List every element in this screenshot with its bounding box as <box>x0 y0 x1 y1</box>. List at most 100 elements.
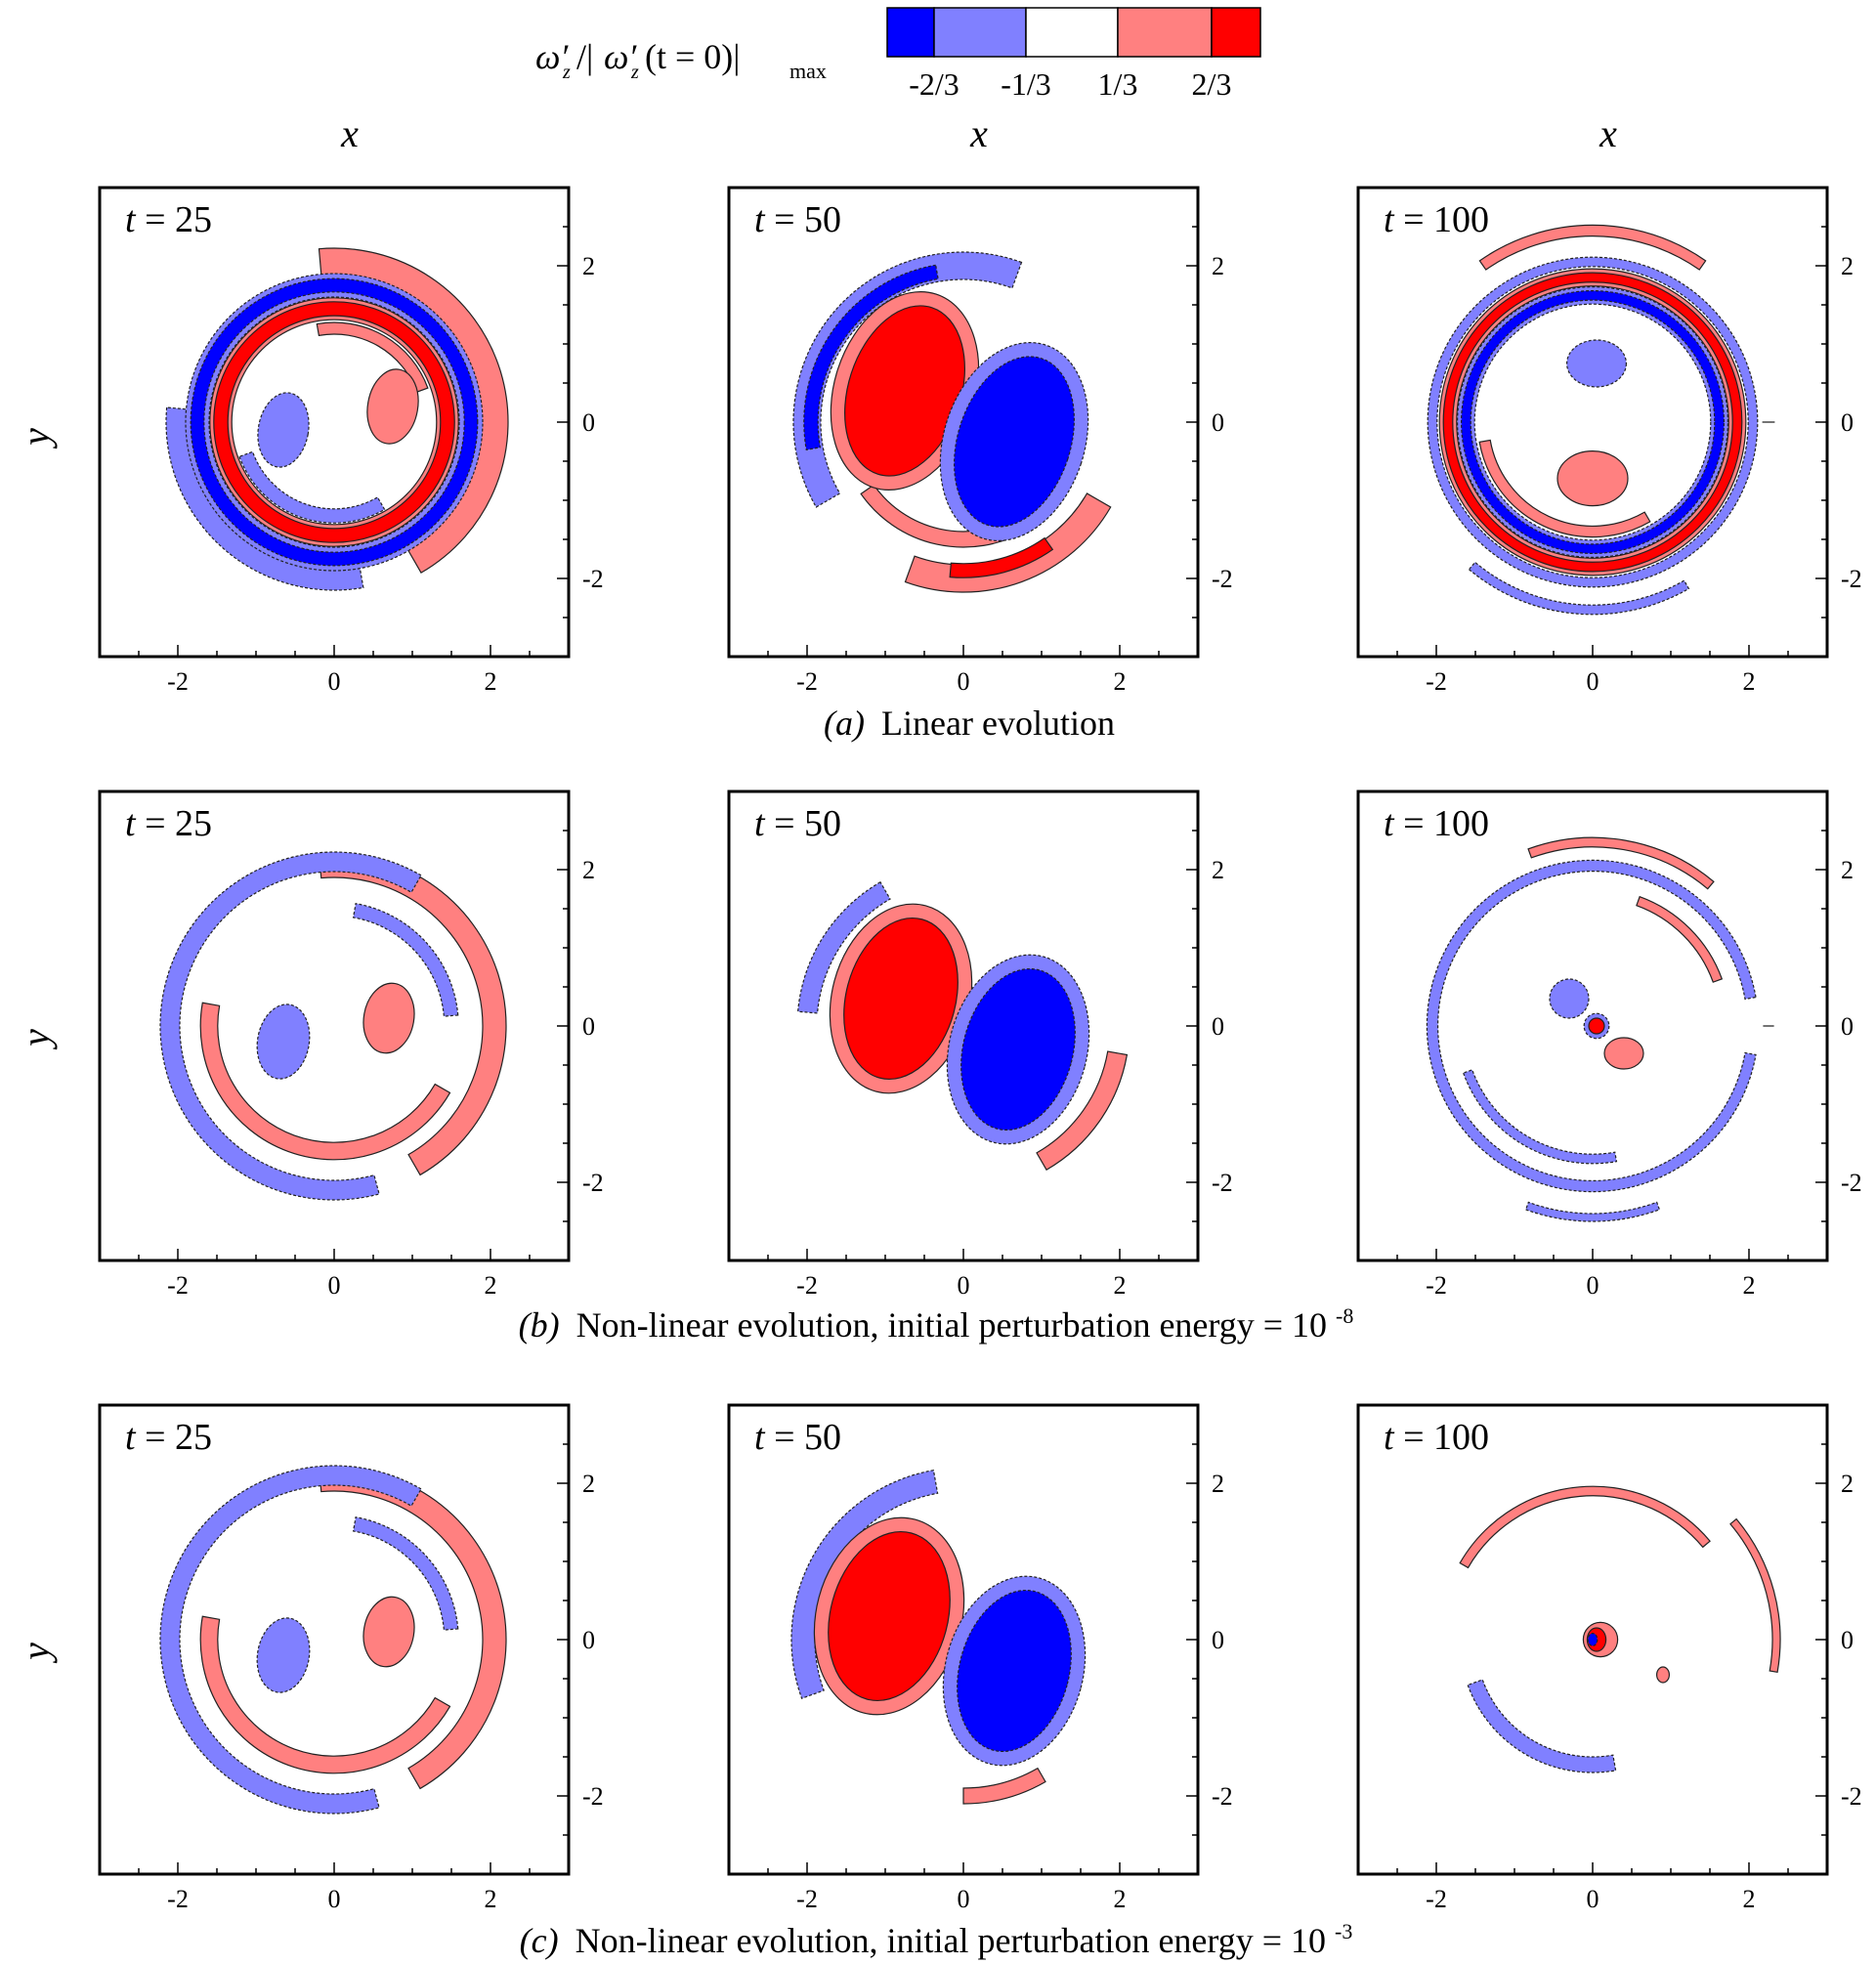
time-eq: = 25 <box>136 199 212 240</box>
colorbar-tick-label: 1/3 <box>1098 66 1138 102</box>
time-eq: = 100 <box>1394 199 1489 240</box>
contour-ring <box>1427 256 1759 588</box>
y-tick-label: 2 <box>1212 856 1224 884</box>
x-tick-label: -2 <box>1426 1271 1447 1300</box>
x-tick-label: -2 <box>796 1271 818 1300</box>
contour-arc <box>790 1469 939 1699</box>
contour-arc <box>238 450 386 524</box>
colorbar-swatch <box>886 7 935 58</box>
y-tick-label: -2 <box>1212 1169 1233 1197</box>
time-eq: = 100 <box>1394 1417 1489 1458</box>
x-tick-label: 2 <box>485 667 497 696</box>
contour-ring <box>1442 272 1743 573</box>
contour-arc <box>319 853 507 1176</box>
contour-ring <box>1456 286 1729 558</box>
x-tick-label: 2 <box>485 1271 497 1300</box>
contour-arc <box>1636 895 1724 983</box>
x-tick-label: 0 <box>1587 1885 1599 1913</box>
colorbar-swatch <box>933 7 1027 58</box>
time-symbol: t <box>125 803 137 844</box>
panel-plot-area <box>1358 1405 1827 1874</box>
panel-b-t25: -2 0 2 2 0 -2 t = 25 <box>98 790 604 1300</box>
contour-arc <box>159 851 422 1201</box>
contour-blob <box>362 982 415 1054</box>
contour-arc <box>962 1767 1046 1805</box>
y-tick-label: 0 <box>582 1012 595 1041</box>
caption-sup-c: -3 <box>1335 1919 1352 1943</box>
x-tick-label: 0 <box>1587 1271 1599 1300</box>
y-tick-label: -2 <box>1212 1782 1233 1811</box>
contour-arc <box>319 1467 507 1790</box>
contour-arc <box>1426 859 1757 1193</box>
y-tick-label: 0 <box>1841 1012 1854 1041</box>
contour-blob <box>362 1596 415 1668</box>
x-tick-label: 2 <box>485 1885 497 1913</box>
colorbar-legend: ω′ z /| ω′ z (t = 0)| max -2/3 -1/3 1/3 2/3 <box>535 7 1261 102</box>
panel-time-label: t = 50 <box>754 199 841 240</box>
colorbar-swatch <box>1117 7 1213 58</box>
time-eq: = 50 <box>765 803 841 844</box>
colorbar-label-symbol-2: ω′ <box>604 37 637 76</box>
x-tick-label: 2 <box>1743 1885 1756 1913</box>
contour-arc <box>796 880 891 1014</box>
panel-c-t25: -2 0 2 2 0 -2 t = 25 <box>98 1403 604 1913</box>
contour-blob <box>1556 450 1629 507</box>
contour-blob <box>1588 1017 1605 1035</box>
panel-b-t100: -2 0 2 2 0 -2 t = 100 <box>1356 790 1862 1300</box>
colorbar-tick-label: -2/3 <box>909 66 959 102</box>
time-symbol: t <box>1384 1417 1395 1458</box>
contour-arc <box>1036 1050 1129 1172</box>
panel-a-t100: -2 0 2 2 0 -2 t = 100 <box>1356 186 1862 696</box>
panel-c-t50: -2 0 2 2 0 -2 t = 50 <box>727 1403 1233 1913</box>
panel-time-label: t = 100 <box>1384 1417 1489 1458</box>
contour-ring <box>1438 268 1747 576</box>
panel-time-label: t = 50 <box>754 803 841 844</box>
contour-arc <box>1527 836 1715 890</box>
panel-time-label: t = 100 <box>1384 803 1489 844</box>
panel-time-label: t = 25 <box>125 1417 212 1458</box>
y-tick-label: 0 <box>1212 1626 1224 1654</box>
contour-ring <box>213 301 455 543</box>
y-tick-label: 0 <box>1212 408 1224 437</box>
x-tick-label: 0 <box>958 1271 970 1300</box>
contour-ring <box>209 297 459 547</box>
y-axis-label-row-c: y <box>14 1643 58 1664</box>
contour-arc <box>352 903 459 1017</box>
contour-ring <box>185 273 484 572</box>
y-axis-label-row-b: y <box>14 1029 58 1050</box>
panel-time-label: t = 50 <box>754 1417 841 1458</box>
x-tick-label: -2 <box>1426 667 1447 696</box>
contour-arc <box>949 536 1054 578</box>
contour-arc <box>1729 1517 1781 1674</box>
x-tick-label: -2 <box>1426 1885 1447 1913</box>
contour-arc <box>1478 224 1707 271</box>
y-tick-label: 2 <box>1841 252 1854 280</box>
colorbar-label-sub-2: z <box>630 62 639 83</box>
y-tick-label: 0 <box>1212 1012 1224 1041</box>
x-tick-label: 2 <box>1114 1885 1127 1913</box>
panel-plot-area <box>729 188 1198 657</box>
colorbar-swatch <box>1025 7 1119 58</box>
y-tick-label: 0 <box>582 1626 595 1654</box>
contour-blob <box>954 356 1075 528</box>
panel-plot-area <box>1358 791 1827 1260</box>
x-tick-label: 0 <box>328 1271 341 1300</box>
contour-blob <box>1549 978 1590 1019</box>
time-eq: = 25 <box>136 803 212 844</box>
contour-arc <box>1459 1485 1711 1569</box>
time-symbol: t <box>1384 803 1395 844</box>
panel-a-t50: -2 0 2 2 0 -2 t = 50 <box>727 186 1233 696</box>
panel-plot-area <box>729 1405 1198 1874</box>
y-tick-label: -2 <box>1841 1169 1862 1197</box>
contour-blob <box>828 1530 951 1702</box>
colorbar-tick-label: -1/3 <box>1001 66 1051 102</box>
caption-prefix-c: (c) <box>520 1921 559 1960</box>
contour-blob <box>843 917 959 1081</box>
x-tick-label: 0 <box>958 667 970 696</box>
colorbar-label-symbol: ω′ <box>535 37 569 76</box>
y-tick-label: -2 <box>1212 565 1233 593</box>
y-tick-label: 2 <box>582 252 595 280</box>
y-tick-label: 2 <box>1212 1470 1224 1498</box>
panel-plot-area <box>100 188 569 657</box>
contour-blob <box>257 392 310 468</box>
